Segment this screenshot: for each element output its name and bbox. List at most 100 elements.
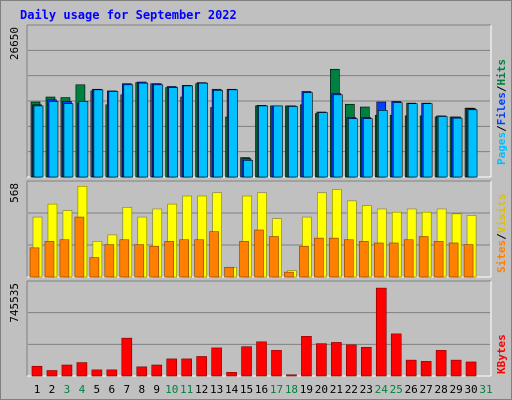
bar-kbytes-13 <box>211 347 222 377</box>
x-tick-day-9: 9 <box>153 383 160 396</box>
bar-kbytes-26 <box>405 359 417 377</box>
legend-kbytes: KBytes <box>495 334 508 374</box>
bar-kbytes-21 <box>331 342 342 377</box>
bar-kbytes-4 <box>76 362 88 377</box>
bar-kbytes-6 <box>106 369 118 377</box>
bar-kbytes-15 <box>241 346 252 377</box>
x-tick-day-7: 7 <box>123 383 130 396</box>
bar-kbytes-18 <box>286 374 297 377</box>
x-tick-day-28: 28 <box>435 383 448 396</box>
legend-sep: / <box>495 85 508 92</box>
bar-sites-10 <box>164 241 175 278</box>
bar-kbytes-27 <box>420 361 432 377</box>
x-tick-day-15: 15 <box>240 383 253 396</box>
bar-kbytes-24 <box>375 287 387 377</box>
x-tick-day-18: 18 <box>285 383 298 396</box>
x-tick-day-23: 23 <box>360 383 373 396</box>
bar-sites-11 <box>179 239 189 278</box>
bar-pages-16 <box>258 105 268 178</box>
x-tick-day-4: 4 <box>79 383 86 396</box>
bar-pages-14 <box>228 89 238 178</box>
bar-sites-2 <box>44 241 55 278</box>
bar-pages-1 <box>33 105 44 178</box>
bar-sites-23 <box>358 241 369 278</box>
bar-kbytes-9 <box>151 364 163 377</box>
ylabel-max-kbytes: 745535 <box>8 283 21 323</box>
bar-sites-6 <box>104 244 115 278</box>
x-tick-day-10: 10 <box>165 383 178 396</box>
bar-kbytes-25 <box>390 333 402 377</box>
bar-pages-30 <box>467 109 478 178</box>
bar-sites-28 <box>433 241 444 278</box>
ylabel-max-visits: 568 <box>8 183 21 203</box>
bar-sites-1 <box>29 247 40 278</box>
bar-sites-9 <box>149 245 160 278</box>
bar-pages-25 <box>392 102 403 178</box>
bar-pages-2 <box>48 101 59 178</box>
bar-sites-5 <box>89 257 100 278</box>
x-tick-day-30: 30 <box>464 383 477 396</box>
x-tick-day-21: 21 <box>330 383 343 396</box>
bar-pages-9 <box>153 84 164 178</box>
legend-hits-files-pages: Pages/Files/Hits <box>495 59 508 165</box>
x-tick-day-12: 12 <box>195 383 208 396</box>
bar-sites-25 <box>388 242 399 278</box>
x-tick-day-24: 24 <box>375 383 389 396</box>
bar-sites-21 <box>329 237 339 278</box>
ylabel-max-hits: 26650 <box>8 27 21 60</box>
bar-kbytes-14 <box>226 372 237 377</box>
bar-sites-12 <box>194 239 204 278</box>
bar-pages-4 <box>78 101 89 178</box>
chart-title: Daily usage for September 2022 <box>20 8 237 22</box>
bar-pages-3 <box>63 103 74 178</box>
bar-kbytes-23 <box>360 347 372 377</box>
x-tick-day-26: 26 <box>405 383 418 396</box>
bar-sites-15 <box>239 241 249 278</box>
bar-kbytes-5 <box>91 369 103 377</box>
bar-pages-29 <box>452 117 463 178</box>
x-tick-day-14: 14 <box>225 383 239 396</box>
bar-pages-7 <box>123 84 134 178</box>
bar-kbytes-17 <box>271 350 282 377</box>
bar-pages-28 <box>437 116 448 178</box>
bar-sites-24 <box>373 242 384 278</box>
bar-pages-11 <box>183 85 193 178</box>
bar-pages-20 <box>318 112 328 178</box>
bar-kbytes-22 <box>346 344 357 377</box>
bar-sites-20 <box>314 237 324 278</box>
bar-sites-14 <box>224 266 234 278</box>
bar-pages-18 <box>288 106 298 178</box>
x-tick-day-3: 3 <box>64 383 71 396</box>
x-tick-day-2: 2 <box>49 383 56 396</box>
bar-sites-18 <box>284 271 294 278</box>
bar-sites-13 <box>209 231 219 278</box>
bar-sites-17 <box>269 236 279 278</box>
bar-pages-12 <box>198 82 208 178</box>
legend-sep: / <box>495 233 508 240</box>
x-tick-day-5: 5 <box>94 383 101 396</box>
bar-pages-6 <box>108 91 119 178</box>
bar-sites-4 <box>74 216 85 278</box>
legend-hits: Hits <box>495 59 508 86</box>
bar-pages-17 <box>273 105 283 178</box>
bar-pages-22 <box>348 118 358 178</box>
x-tick-day-20: 20 <box>315 383 328 396</box>
x-tick-day-29: 29 <box>449 383 462 396</box>
bar-pages-26 <box>407 103 418 178</box>
bar-sites-16 <box>254 229 264 278</box>
bar-kbytes-12 <box>196 356 207 377</box>
bar-kbytes-16 <box>256 341 267 377</box>
x-tick-day-25: 25 <box>390 383 403 396</box>
bar-kbytes-30 <box>465 361 477 377</box>
bar-pages-24 <box>377 110 388 178</box>
bar-pages-8 <box>138 82 149 178</box>
bar-kbytes-3 <box>61 364 73 377</box>
bar-kbytes-10 <box>166 358 178 377</box>
x-tick-day-16: 16 <box>255 383 268 396</box>
bar-pages-27 <box>422 103 433 178</box>
bar-kbytes-1 <box>31 365 43 377</box>
bar-kbytes-29 <box>450 359 462 377</box>
bar-pages-13 <box>213 90 223 178</box>
